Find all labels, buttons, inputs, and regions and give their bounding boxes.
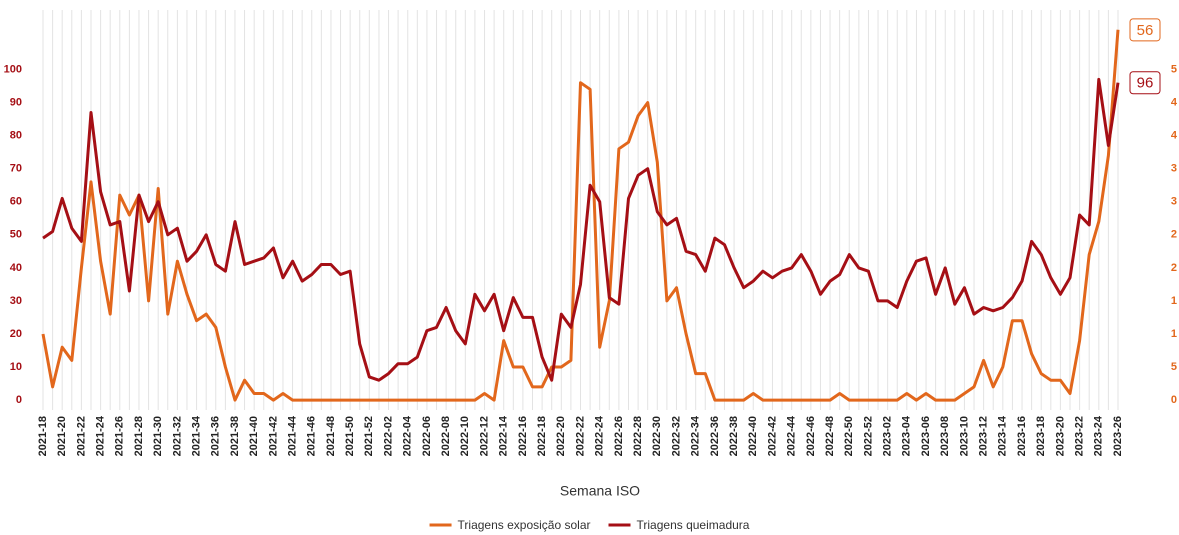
x-tick-label: 2023-08 [939, 416, 951, 456]
x-tick-label: 2021-20 [56, 416, 68, 456]
x-axis-title: Semana ISO [560, 483, 640, 499]
y2-tick-label: 1 [1171, 295, 1177, 307]
y-tick-label: 70 [10, 163, 22, 175]
x-tick-label: 2021-22 [75, 416, 87, 456]
x-tick-label: 2021-24 [94, 415, 106, 456]
x-tick-label: 2022-10 [459, 416, 471, 456]
x-tick-label: 2022-28 [632, 416, 644, 456]
x-tick-label: 2022-46 [805, 416, 817, 456]
x-tick-label: 2022-48 [824, 416, 836, 456]
x-tick-label: 2021-46 [306, 416, 318, 456]
x-tick-label: 2021-28 [133, 416, 145, 456]
y-tick-label: 0 [16, 394, 22, 406]
x-tick-label: 2023-10 [958, 416, 970, 456]
x-tick-label: 2022-36 [709, 416, 721, 456]
legend: Triagens exposição solar Triagens queimad… [429, 518, 750, 532]
x-tick-label: 2023-20 [1054, 416, 1066, 456]
y-tick-label: 10 [10, 361, 22, 373]
x-tick-label: 2022-18 [536, 416, 548, 456]
x-tick-label: 2021-34 [190, 415, 202, 456]
end-label-box [1129, 71, 1161, 95]
x-tick-label: 2022-16 [517, 416, 529, 456]
y-tick-label: 90 [10, 96, 22, 108]
end-label: 96 [1137, 75, 1154, 92]
x-tick-label: 2023-26 [1112, 416, 1124, 456]
x-tick-label: 2021-42 [267, 416, 279, 456]
x-tick-label: 2022-22 [574, 416, 586, 456]
x-tick-label: 2021-36 [210, 416, 222, 456]
x-tick-label: 2022-42 [766, 416, 778, 456]
y-tick-label: 30 [10, 295, 22, 307]
x-tick-label: 2022-34 [690, 415, 702, 456]
x-tick-label: 2022-14 [498, 415, 510, 456]
x-tick-label: 2023-02 [882, 416, 894, 456]
y-tick-label: 60 [10, 196, 22, 208]
x-tick-label: 2021-40 [248, 416, 260, 456]
x-tick-label: 2021-18 [37, 416, 49, 456]
y-tick-label: 20 [10, 328, 22, 340]
x-tick-label: 2023-14 [997, 415, 1009, 456]
x-tick-label: 2022-08 [440, 416, 452, 456]
x-tick-label: 2022-30 [651, 416, 663, 456]
y2-tick-label: 5 [1171, 63, 1177, 75]
end-label-box [1129, 18, 1161, 42]
x-tick-label: 2022-02 [382, 416, 394, 456]
x-tick-label: 2023-24 [1093, 415, 1105, 456]
y-tick-label: 80 [10, 130, 22, 142]
x-tick-label: 2023-18 [1035, 416, 1047, 456]
x-tick-label: 2023-22 [1074, 416, 1086, 456]
x-tick-label: 2022-12 [478, 416, 490, 456]
y-tick-label: 100 [4, 63, 22, 75]
x-tick-label: 2022-52 [862, 416, 874, 456]
x-tick-label: 2021-50 [344, 416, 356, 456]
y2-tick-label: 2 [1171, 262, 1177, 274]
y-tick-label: 40 [10, 262, 22, 274]
x-tick-label: 2022-32 [670, 416, 682, 456]
x-tick-label: 2021-52 [363, 416, 375, 456]
y2-tick-label: 0 [1171, 394, 1177, 406]
x-tick-label: 2022-40 [747, 416, 759, 456]
y2-tick-label: 4 [1171, 130, 1178, 142]
y2-tick-label: 4 [1171, 96, 1178, 108]
x-tick-label: 2021-32 [171, 416, 183, 456]
x-tick-label: 2021-38 [229, 416, 241, 456]
x-tick-label: 2022-06 [421, 416, 433, 456]
y-tick-label: 50 [10, 229, 22, 241]
series-line [41, 29, 1120, 402]
x-tick-label: 2022-20 [555, 416, 567, 456]
legend-label: Triagens queimadura [637, 518, 750, 532]
legend-label: Triagens exposição solar [458, 518, 591, 532]
x-tick-label: 2023-12 [978, 416, 990, 456]
end-label: 56 [1137, 22, 1154, 39]
x-tick-label: 2022-24 [594, 415, 606, 456]
x-tick-label: 2022-50 [843, 416, 855, 456]
x-tick-label: 2021-44 [286, 415, 298, 456]
x-tick-label: 2022-38 [728, 416, 740, 456]
x-tick-label: 2023-06 [920, 416, 932, 456]
series-line [42, 77, 1120, 382]
y2-tick-label: 2 [1171, 229, 1177, 241]
y2-tick-label: 3 [1171, 196, 1177, 208]
y2-tick-label: 5 [1171, 361, 1177, 373]
x-tick-label: 2022-44 [786, 415, 798, 456]
y2-tick-label: 3 [1171, 163, 1177, 175]
x-tick-label: 2023-16 [1016, 416, 1028, 456]
y2-tick-label: 1 [1171, 328, 1177, 340]
x-tick-label: 2023-04 [901, 415, 913, 456]
x-tick-label: 2021-30 [152, 416, 164, 456]
x-tick-label: 2021-26 [114, 416, 126, 456]
x-tick-label: 2022-26 [613, 416, 625, 456]
x-tick-label: 2022-04 [402, 415, 414, 456]
x-tick-label: 2021-48 [325, 416, 337, 456]
